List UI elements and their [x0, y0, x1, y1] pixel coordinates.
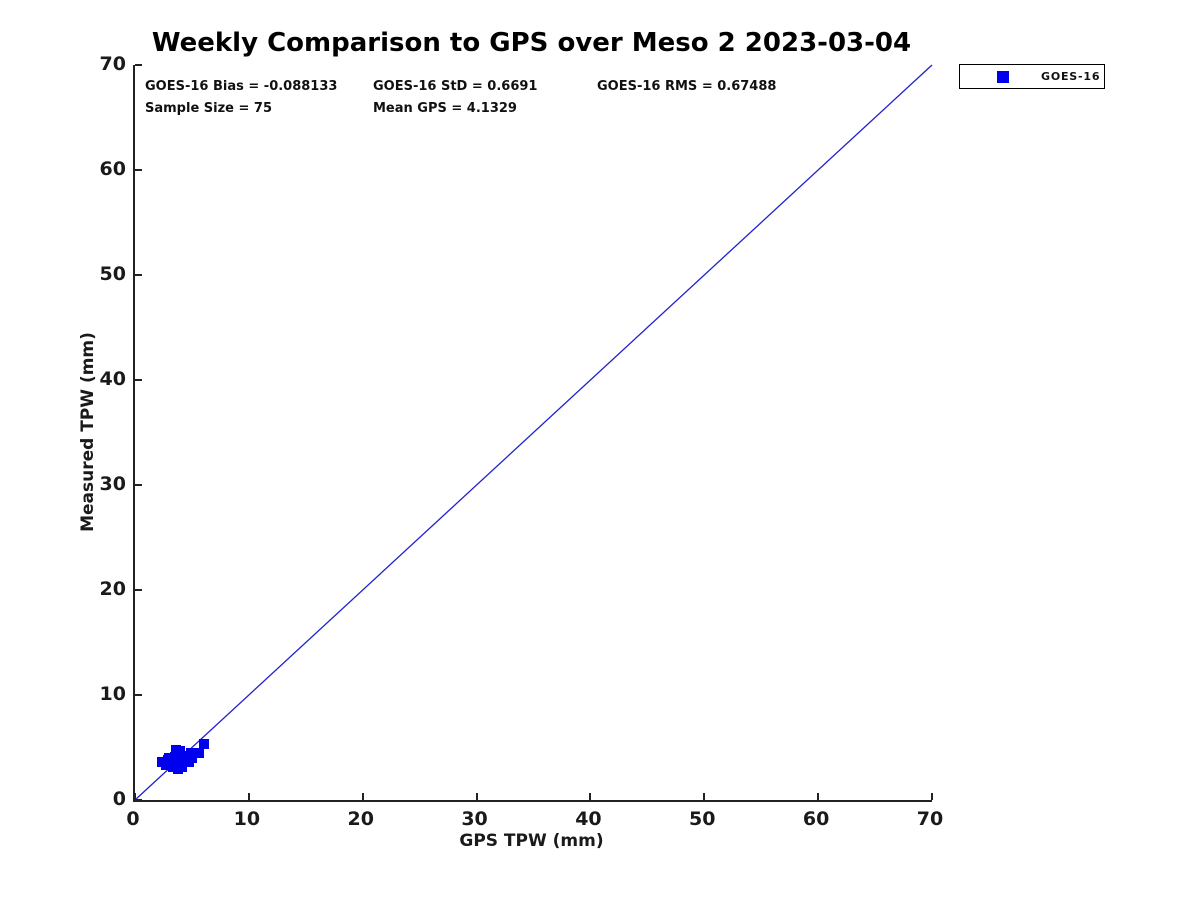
y-axis-tick — [135, 694, 142, 696]
x-tick-label: 20 — [347, 808, 374, 830]
x-tick-label: 0 — [126, 808, 140, 830]
y-axis-tick — [135, 379, 142, 381]
y-axis-tick — [135, 484, 142, 486]
scatter-point-marker — [174, 746, 185, 757]
y-axis-tick — [135, 274, 142, 276]
reference-line-layer — [134, 64, 933, 801]
legend: GOES-16 — [959, 64, 1105, 89]
x-axis-tick — [475, 793, 478, 800]
scatter-point-marker — [164, 753, 175, 764]
scatter-point-marker — [187, 753, 198, 764]
y-tick-label: 30 — [99, 473, 126, 495]
x-axis-tick — [703, 793, 706, 800]
y-tick-label: 50 — [99, 263, 126, 285]
x-tick-label: 30 — [461, 808, 488, 830]
y-axis-tick — [135, 169, 142, 171]
plot-area — [133, 64, 933, 802]
scatter-point-marker — [198, 739, 209, 750]
stat-mean-gps: Mean GPS = 4.1329 — [373, 101, 517, 116]
chart-title: Weekly Comparison to GPS over Meso 2 202… — [151, 28, 912, 58]
y-tick-label: 60 — [99, 158, 126, 180]
x-axis-tick — [589, 793, 592, 800]
stat-rms: GOES-16 RMS = 0.67488 — [597, 79, 777, 94]
scatter-point-marker — [160, 760, 171, 771]
y-tick-label: 0 — [112, 788, 126, 810]
y-axis-tick — [135, 589, 142, 591]
y-tick-label: 20 — [99, 578, 126, 600]
x-axis-tick — [247, 793, 250, 800]
y-axis-label: Measured TPW (mm) — [78, 332, 98, 532]
one-to-one-reference-line — [134, 64, 933, 801]
y-tick-label: 40 — [99, 368, 126, 390]
scatter-point-marker — [177, 761, 188, 772]
x-axis-tick — [931, 793, 933, 800]
stat-bias: GOES-16 Bias = -0.088133 — [145, 79, 338, 94]
x-axis-label: GPS TPW (mm) — [459, 831, 604, 851]
scatter-point-marker — [168, 761, 179, 772]
x-tick-label: 50 — [689, 808, 716, 830]
scatter-point-marker — [193, 748, 204, 759]
legend-square-marker-icon — [997, 70, 1009, 83]
x-axis-tick — [817, 793, 820, 800]
legend-entry-label: GOES-16 — [1041, 70, 1101, 83]
stat-std: GOES-16 StD = 0.6691 — [373, 79, 538, 94]
x-axis-tick — [361, 793, 364, 800]
scatter-point-marker — [169, 752, 180, 763]
x-axis-tick — [134, 793, 136, 800]
y-axis-tick — [135, 64, 142, 66]
y-axis-tick — [135, 799, 142, 801]
y-tick-label: 70 — [99, 53, 126, 75]
x-tick-label: 70 — [916, 808, 944, 830]
y-tick-label: 10 — [99, 683, 126, 705]
stat-sample-size: Sample Size = 75 — [145, 101, 273, 116]
x-tick-label: 10 — [233, 808, 261, 830]
x-tick-label: 60 — [802, 808, 830, 830]
x-tick-label: 40 — [575, 808, 602, 830]
